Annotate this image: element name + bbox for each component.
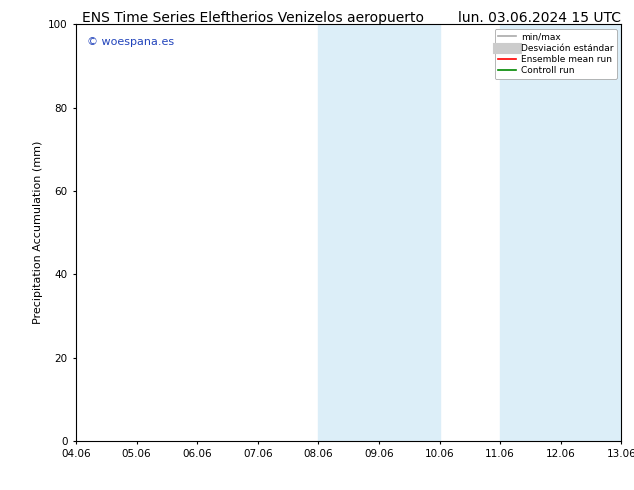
Bar [318, 24, 439, 441]
Text: lun. 03.06.2024 15 UTC: lun. 03.06.2024 15 UTC [458, 11, 621, 25]
Text: © woespana.es: © woespana.es [87, 37, 174, 47]
Legend: min/max, Desviación estándar, Ensemble mean run, Controll run: min/max, Desviación estándar, Ensemble m… [495, 29, 617, 79]
Text: ENS Time Series Eleftherios Venizelos aeropuerto: ENS Time Series Eleftherios Venizelos ae… [82, 11, 424, 25]
Y-axis label: Precipitation Accumulation (mm): Precipitation Accumulation (mm) [32, 141, 42, 324]
Bar [500, 24, 621, 441]
